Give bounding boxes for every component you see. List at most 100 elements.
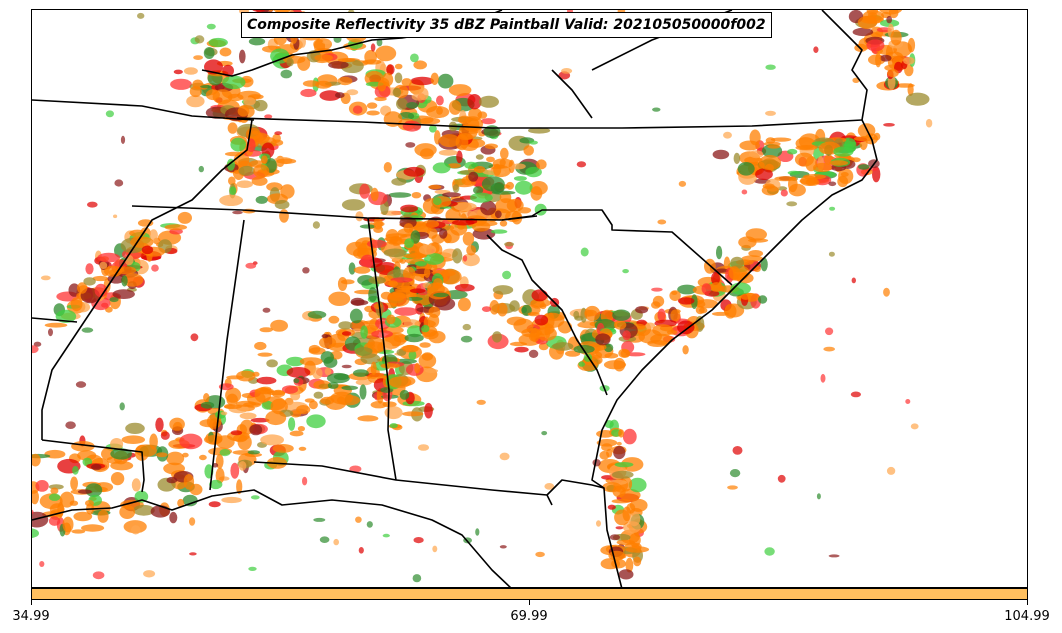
paintball-blob — [233, 169, 240, 174]
paintball-blob — [614, 462, 634, 468]
paintball-blob — [386, 314, 396, 325]
paintball-blob — [122, 273, 144, 287]
paintball-blob — [403, 166, 425, 177]
paintball-blob — [290, 391, 301, 401]
paintball-blob — [236, 180, 253, 188]
paintball-blob — [194, 35, 205, 44]
paintball-blob — [392, 87, 402, 98]
paintball-blob — [850, 391, 862, 398]
paintball-blob — [584, 309, 597, 317]
paintball-blob — [215, 467, 225, 484]
paintball-blob — [500, 147, 509, 160]
paintball-blob — [853, 136, 876, 142]
paintball-blob — [149, 433, 158, 450]
paintball-blob — [486, 156, 495, 163]
paintball-blob — [905, 92, 930, 106]
paintball-blob — [313, 391, 324, 399]
paintball-blob — [249, 424, 263, 436]
paintball-blob — [436, 95, 444, 106]
paintball-blob — [596, 520, 601, 527]
paintball-blob — [286, 356, 305, 367]
paintball-blob — [408, 350, 417, 361]
paintball-blob — [652, 324, 674, 337]
paintball-blob — [73, 511, 93, 522]
paintball-blob — [354, 347, 373, 356]
paintball-blob — [616, 441, 622, 446]
paintball-blob — [411, 192, 422, 199]
paintball-blob — [452, 248, 463, 264]
paintball-blob — [903, 56, 915, 65]
paintball-blob — [233, 434, 248, 443]
paintball-blob — [728, 266, 741, 280]
paintball-blob — [394, 63, 403, 70]
paintball-blob — [552, 342, 574, 351]
paintball-blob — [141, 245, 154, 255]
paintball-blob — [816, 493, 821, 500]
paintball-blob — [245, 262, 257, 269]
paintball-blob — [280, 69, 293, 79]
paintball-blob — [614, 509, 630, 526]
paintball-blob — [177, 498, 185, 508]
paintball-blob — [740, 293, 751, 300]
paintball-blob — [227, 122, 238, 134]
paintball-blob — [473, 186, 484, 195]
paintball-blob — [409, 288, 426, 294]
paintball-blob — [320, 351, 334, 364]
paintball-blob — [116, 266, 137, 275]
paintball-blob — [612, 309, 631, 321]
paintball-blob — [528, 349, 539, 358]
paintball-blob — [349, 308, 363, 324]
paintball-blob — [70, 297, 83, 312]
paintball-blob — [137, 12, 145, 19]
paintball-blob — [132, 504, 155, 516]
paintball-blob — [220, 411, 228, 416]
al-fl-border — [253, 461, 553, 506]
paintball-blob — [39, 561, 45, 567]
paintball-blob — [813, 46, 819, 53]
paintball-blob — [748, 250, 764, 257]
paintball-blob — [48, 516, 61, 526]
paintball-blob — [421, 352, 433, 361]
paintball-blob — [411, 293, 434, 306]
paintball-blob — [110, 438, 124, 451]
paintball-blob — [270, 319, 288, 332]
paintball-blob — [328, 315, 340, 324]
paintball-blob — [388, 280, 398, 287]
paintball-blob — [276, 158, 297, 164]
paintball-blob — [530, 327, 540, 343]
paintball-blob — [134, 490, 149, 503]
paintball-blob — [266, 359, 278, 368]
paintball-blob — [749, 150, 764, 159]
paintball-blob — [828, 554, 840, 558]
paintball-blob — [248, 566, 257, 572]
paintball-blob — [476, 399, 486, 405]
paintball-blob — [513, 176, 527, 181]
paintball-blob — [262, 307, 271, 313]
paintball-blob — [578, 361, 585, 367]
paintball-blob — [406, 102, 418, 109]
paintball-blob — [439, 228, 448, 239]
paintball-blob — [85, 500, 94, 507]
paintball-blob — [383, 248, 407, 258]
paintball-blob — [367, 337, 386, 352]
paintball-blob — [829, 206, 836, 211]
paintball-blob — [306, 414, 326, 429]
paintball-blob — [613, 445, 626, 460]
paintball-blob — [254, 341, 267, 351]
paintball-blob — [788, 176, 798, 193]
paintball-blob — [852, 27, 874, 37]
paintball-blob — [179, 433, 203, 450]
paintball-blob — [433, 292, 449, 298]
paintball-blob — [710, 282, 723, 292]
paintball-blob — [346, 89, 359, 96]
paintball-blob — [447, 163, 461, 169]
paintball-blob — [422, 220, 440, 229]
paintball-blob — [677, 320, 695, 335]
paintball-blob — [230, 430, 243, 436]
paintball-blob — [169, 511, 178, 524]
paintball-blob — [424, 368, 439, 373]
paintball-blob — [337, 58, 356, 63]
paintball-blob — [538, 342, 549, 351]
paintball-blob — [352, 105, 363, 114]
paintball-blob — [625, 546, 650, 553]
